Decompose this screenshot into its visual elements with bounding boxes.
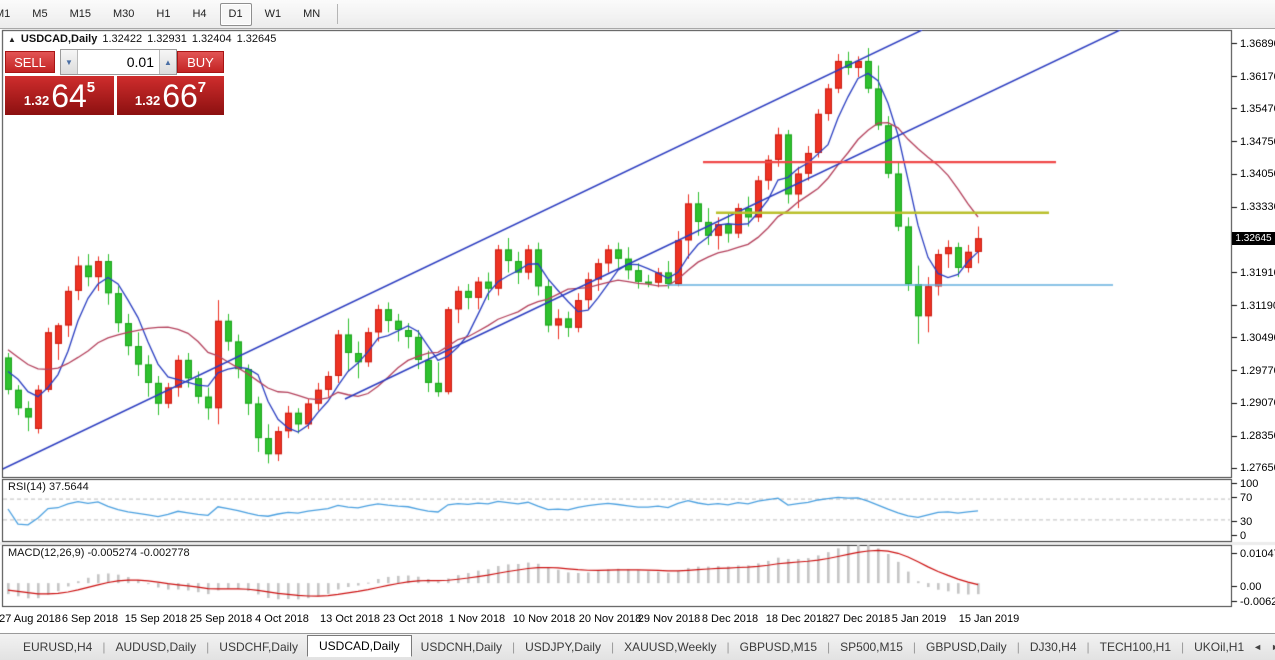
date-axis-label: 23 Oct 2018: [383, 613, 443, 625]
price-axis-tick: 1.31190: [1240, 299, 1275, 312]
date-axis-label: 5 Jan 2019: [891, 613, 947, 625]
price-axis-tick: 1.35470: [1240, 102, 1275, 115]
buy-price-prefix: 1.32: [134, 93, 161, 108]
symbol-title: USDCAD,Daily: [20, 33, 98, 45]
date-axis-label: 8 Dec 2018: [701, 613, 759, 625]
sell-price-big: 64: [51, 77, 87, 114]
date-axis-label: 13 Oct 2018: [320, 613, 380, 625]
buy-price-sup: 7: [197, 79, 207, 96]
volume-stepper: ▼ ▲: [60, 49, 177, 75]
tab-audusd-daily[interactable]: AUDUSD,Daily: [115, 640, 197, 654]
tab-separator: |: [102, 640, 106, 654]
collapse-panel-icon[interactable]: ▲: [8, 34, 16, 44]
rsi-axis-tick: 70: [1240, 491, 1253, 504]
tab-usdjpy-daily[interactable]: USDJPY,Daily: [525, 640, 601, 654]
tab-dj30-h4[interactable]: DJ30,H4: [1029, 640, 1077, 654]
tab-scroll-right-icon[interactable]: ►: [1271, 642, 1275, 652]
macd-axis-tick: 0.010474: [1240, 547, 1275, 560]
sell-price-sup: 5: [86, 79, 96, 96]
tab-separator: |: [827, 640, 831, 654]
tab-separator: |: [726, 640, 730, 654]
ohlc-close: 1.32645: [236, 33, 277, 45]
buy-button[interactable]: BUY: [177, 51, 224, 73]
price-axis-tick: 1.31910: [1240, 266, 1275, 279]
macd-label: MACD(12,26,9) -0.005274 -0.002778: [8, 547, 190, 559]
date-axis-label: 15 Sep 2018: [124, 613, 188, 625]
price-axis-tick: 1.34050: [1240, 168, 1275, 181]
date-axis-label: 20 Nov 2018: [578, 613, 642, 625]
tab-usdchf-daily[interactable]: USDCHF,Daily: [219, 640, 298, 654]
timeframe-button-m5[interactable]: M5: [32, 8, 48, 20]
timeframe-button-w1[interactable]: W1: [264, 8, 282, 20]
tab-separator: |: [512, 640, 516, 654]
ohlc-high: 1.32931: [147, 33, 187, 45]
price-axis-tick: 1.33330: [1240, 201, 1275, 214]
tab-usdcnh-daily[interactable]: USDCNH,Daily: [420, 640, 503, 654]
tab-scroll-left-icon[interactable]: ◄: [1253, 642, 1263, 652]
price-axis-tick: 1.36170: [1240, 70, 1275, 83]
price-axis-tick: 1.36890: [1240, 37, 1275, 50]
price-axis-tick: 1.28350: [1240, 430, 1275, 443]
timeframe-button-mn[interactable]: MN: [303, 8, 321, 20]
one-click-trading-panel: SELL ▼ ▲ BUY 1.32 64 5 1.32 66 7: [5, 49, 224, 115]
timeframe-button-m15[interactable]: M15: [69, 8, 91, 20]
date-axis-label: 27 Dec 2018: [827, 613, 891, 625]
price-axis-tick: 1.34750: [1240, 135, 1275, 148]
tab-separator: |: [1181, 640, 1185, 654]
volume-increase-icon[interactable]: ▲: [159, 50, 176, 74]
tab-usdcad-daily[interactable]: USDCAD,Daily: [306, 635, 412, 657]
date-axis-label: 18 Dec 2018: [765, 613, 829, 625]
tab-separator: |: [206, 640, 210, 654]
tab-separator: |: [1086, 640, 1090, 654]
tab-scroll-arrows: ◄►: [1253, 642, 1275, 652]
tab-separator: |: [610, 640, 615, 654]
timeframe-button-m30[interactable]: M30: [112, 8, 135, 20]
toolbar-divider: [337, 4, 339, 24]
buy-price-big: 66: [162, 77, 198, 114]
price-axis-tick: 1.29070: [1240, 397, 1275, 410]
tab-eurusd-h4[interactable]: EURUSD,H4: [23, 640, 93, 654]
price-axis-tick: 1.29770: [1240, 364, 1275, 377]
rsi-axis-tick: 0: [1240, 529, 1247, 542]
chart-tab-bar: EURUSD,H4 | AUDUSD,Daily | USDCHF,Daily USDCA…: [0, 633, 1275, 660]
buy-price-box[interactable]: 1.32 66 7: [117, 76, 224, 115]
tab-tech100-h1[interactable]: TECH100,H1: [1099, 640, 1171, 654]
timeframe-button-m1[interactable]: M1: [0, 8, 11, 20]
sell-button[interactable]: SELL: [5, 51, 55, 73]
chart-header: ▲ USDCAD,Daily 1.32422 1.32931 1.32404 1…: [8, 33, 276, 45]
sell-price-prefix: 1.32: [23, 93, 50, 108]
date-axis-label: 15 Jan 2019: [958, 613, 1020, 625]
timeframe-toolbar: M1 M5 M15 M30 H1 H4 D1 W1 MN: [0, 0, 1275, 29]
sell-price-box[interactable]: 1.32 64 5: [5, 76, 114, 115]
date-axis-label: 25 Sep 2018: [189, 613, 253, 625]
macd-axis-tick: -0.006218: [1240, 595, 1275, 608]
tab-ukoil-h1[interactable]: UKOil,H1: [1194, 640, 1245, 654]
date-axis-label: 6 Sep 2018: [61, 613, 119, 625]
price-axis-tick: 1.27650: [1240, 462, 1275, 475]
volume-input[interactable]: [78, 50, 159, 74]
tab-xauusd-weekly[interactable]: XAUUSD,Weekly: [624, 640, 717, 654]
tab-sp500-m15[interactable]: SP500,M15: [840, 640, 903, 654]
tab-separator: |: [912, 640, 916, 654]
date-axis-label: 1 Nov 2018: [448, 613, 506, 625]
current-price-tag: 1.32645: [1232, 231, 1275, 245]
timeframe-button-h4[interactable]: H4: [192, 8, 207, 20]
tab-separator: |: [1016, 640, 1020, 654]
date-axis-label: 4 Oct 2018: [255, 613, 309, 625]
timeframe-button-d1[interactable]: D1: [219, 2, 252, 26]
date-axis-label: 29 Nov 2018: [637, 613, 701, 625]
price-axis-tick: 1.30490: [1240, 331, 1275, 344]
ohlc-low: 1.32404: [191, 33, 232, 45]
date-axis-label: 27 Aug 2018: [0, 613, 61, 625]
tab-gbpusd-m15[interactable]: GBPUSD,M15: [739, 640, 818, 654]
timeframe-button-h1[interactable]: H1: [156, 8, 171, 20]
ohlc-open: 1.32422: [102, 33, 143, 45]
date-axis-label: 10 Nov 2018: [512, 613, 576, 625]
rsi-label: RSI(14) 37.5644: [8, 481, 89, 493]
rsi-axis-tick: 100: [1240, 477, 1259, 490]
volume-decrease-icon[interactable]: ▼: [61, 50, 78, 74]
macd-axis-tick: 0.00: [1240, 580, 1262, 593]
rsi-axis-tick: 30: [1240, 515, 1253, 528]
tab-gbpusd-daily[interactable]: GBPUSD,Daily: [926, 640, 1007, 654]
